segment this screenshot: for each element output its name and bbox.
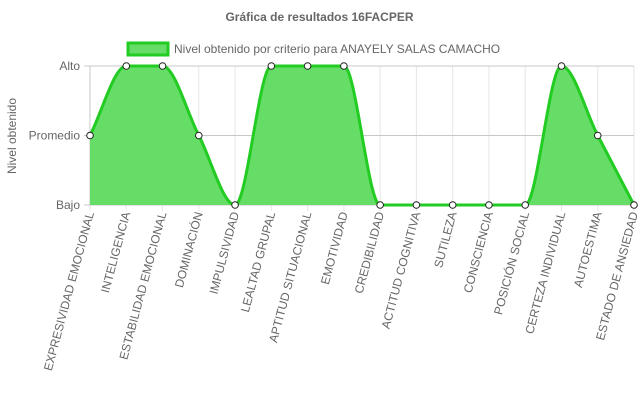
x-tick-label: EMOTIVIDAD [318, 210, 351, 286]
data-point [521, 201, 530, 209]
legend-label: Nivel obtenido por criterio para ANAYELY… [174, 42, 500, 56]
series-area [88, 64, 636, 207]
y-tick-labels: Bajo Promedio Alto [29, 59, 81, 212]
x-tick-label: POSICIÓN SOCIAL [490, 210, 532, 317]
legend-swatch [126, 41, 170, 57]
data-point [557, 62, 566, 70]
data-point [303, 62, 312, 70]
x-tick-label: DOMINACIÓN [171, 210, 206, 289]
x-tick-label: CREDIBILIDAD [352, 210, 387, 295]
x-tick-label: SUTILEZA [431, 210, 459, 269]
data-points [86, 62, 638, 209]
data-point [412, 201, 421, 209]
x-tick-label: AUTOESTIMA [571, 210, 605, 289]
data-point [86, 131, 94, 140]
x-tick-label: ACTITUD COGNITIVA [379, 210, 424, 330]
x-tick-label: IMPULSIVIDAD [207, 210, 243, 296]
x-tick-label: LEALTAD GRUPAL [238, 210, 278, 314]
x-tick-label: INTELIGENCIA [98, 210, 133, 294]
data-point [340, 62, 348, 70]
y-tick-label: Promedio [29, 129, 81, 143]
data-point [195, 131, 203, 140]
x-tick-label: CERTEZA INDIVIDUAL [522, 210, 568, 335]
y-tick-label: Alto [59, 59, 80, 73]
chart-title: Gráfica de resultados 16FACPER [225, 10, 413, 24]
data-point [267, 62, 276, 70]
legend: Nivel obtenido por criterio para ANAYELY… [126, 41, 500, 57]
series-line [88, 64, 636, 207]
x-tick-label: EXPRESIVIDAD EMOCIONAL [41, 210, 97, 372]
data-point [122, 62, 131, 70]
x-tick-labels: EXPRESIVIDAD EMOCIONAL INTELIGENCIAESTABI… [41, 210, 639, 373]
data-point [158, 62, 167, 70]
data-point [485, 201, 493, 209]
data-point [593, 131, 602, 140]
data-point [376, 201, 384, 209]
data-point [630, 201, 638, 209]
y-tick-label: Bajo [56, 198, 80, 212]
data-point [448, 201, 457, 209]
data-point [231, 201, 239, 209]
x-tick-label: CONSCIENCIA [461, 210, 496, 294]
y-axis-title: Nivel obtenido [5, 98, 19, 174]
